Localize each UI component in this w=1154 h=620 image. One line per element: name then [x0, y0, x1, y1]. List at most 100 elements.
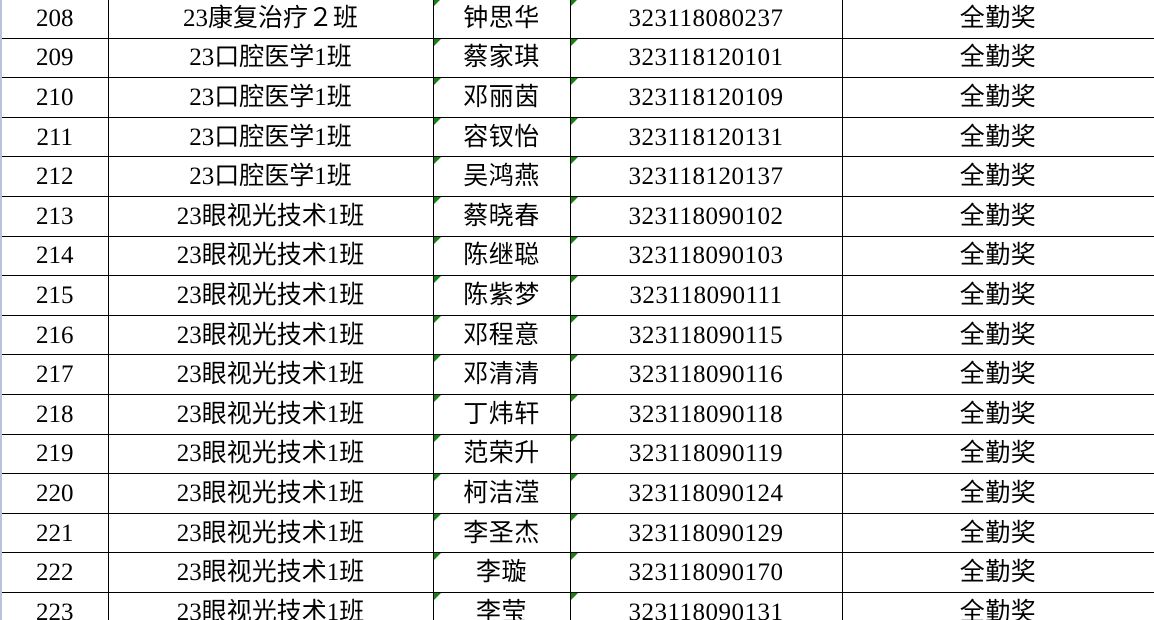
cell-award[interactable]: 全勤奖: [842, 195, 1154, 237]
table-row[interactable]: 222 23眼视光技术1班 李璇 323118090170 全勤奖: [2, 552, 1154, 593]
cell-id[interactable]: 323118090111: [570, 275, 843, 316]
cell-award[interactable]: 全勤奖: [842, 37, 1154, 79]
cell-id[interactable]: 323118080237: [570, 0, 843, 39]
cell-seq[interactable]: 221: [2, 512, 109, 554]
cell-name[interactable]: 吴鸿燕: [433, 156, 571, 197]
cell-award[interactable]: 全勤奖: [842, 354, 1154, 395]
cell-seq[interactable]: 222: [2, 552, 109, 593]
cell-award[interactable]: 全勤奖: [842, 275, 1154, 316]
cell-award[interactable]: 全勤奖: [842, 314, 1154, 356]
cell-class[interactable]: 23眼视光技术1班: [108, 393, 434, 435]
cell-seq[interactable]: 210: [2, 77, 109, 118]
table-row[interactable]: 217 23眼视光技术1班 邓清清 323118090116 全勤奖: [2, 354, 1154, 395]
cell-id[interactable]: 323118090129: [570, 512, 843, 554]
cell-award[interactable]: 全勤奖: [842, 156, 1154, 197]
cell-id[interactable]: 323118090116: [570, 354, 843, 395]
cell-class[interactable]: 23口腔医学1班: [108, 77, 434, 118]
cell-class[interactable]: 23眼视光技术1班: [108, 512, 434, 554]
cell-id[interactable]: 323118090118: [570, 393, 843, 435]
cell-name[interactable]: 范荣升: [433, 433, 571, 475]
cell-seq[interactable]: 211: [2, 116, 109, 158]
cell-seq[interactable]: 215: [2, 275, 109, 316]
cell-seq[interactable]: 213: [2, 195, 109, 237]
cell-seq[interactable]: 216: [2, 314, 109, 356]
cell-award[interactable]: 全勤奖: [842, 0, 1154, 39]
cell-seq[interactable]: 214: [2, 235, 109, 277]
table-row[interactable]: 221 23眼视光技术1班 李圣杰 323118090129 全勤奖: [2, 512, 1154, 554]
cell-class[interactable]: 23眼视光技术1班: [108, 275, 434, 316]
cell-text: 210: [36, 83, 74, 111]
cell-seq[interactable]: 208: [2, 0, 109, 39]
cell-award[interactable]: 全勤奖: [842, 433, 1154, 475]
cell-seq[interactable]: 217: [2, 354, 109, 395]
cell-id[interactable]: 323118090102: [570, 195, 843, 237]
table-row[interactable]: 208 23康复治疗２班 钟思华 323118080237 全勤奖: [2, 0, 1154, 39]
cell-id[interactable]: 323118090119: [570, 433, 843, 475]
cell-award[interactable]: 全勤奖: [842, 235, 1154, 277]
cell-id[interactable]: 323118120101: [570, 37, 843, 79]
cell-seq[interactable]: 223: [2, 591, 109, 620]
cell-name[interactable]: 李圣杰: [433, 512, 571, 554]
cell-name[interactable]: 蔡家琪: [433, 37, 571, 79]
cell-award[interactable]: 全勤奖: [842, 473, 1154, 514]
cell-seq[interactable]: 220: [2, 473, 109, 514]
cell-class[interactable]: 23口腔医学1班: [108, 37, 434, 79]
cell-name[interactable]: 李璇: [433, 552, 571, 593]
cell-name[interactable]: 容钗怡: [433, 116, 571, 158]
cell-name[interactable]: 陈继聪: [433, 235, 571, 277]
table-row[interactable]: 211 23口腔医学1班 容钗怡 323118120131 全勤奖: [2, 116, 1154, 158]
cell-class[interactable]: 23眼视光技术1班: [108, 195, 434, 237]
cell-id[interactable]: 323118120137: [570, 156, 843, 197]
cell-award[interactable]: 全勤奖: [842, 393, 1154, 435]
cell-class[interactable]: 23眼视光技术1班: [108, 235, 434, 277]
cell-id[interactable]: 323118120131: [570, 116, 843, 158]
cell-id[interactable]: 323118090131: [570, 591, 843, 620]
cell-text: 23眼视光技术1班: [176, 242, 365, 270]
cell-class[interactable]: 23眼视光技术1班: [108, 314, 434, 356]
cell-class[interactable]: 23口腔医学1班: [108, 116, 434, 158]
table-row[interactable]: 209 23口腔医学1班 蔡家琪 323118120101 全勤奖: [2, 37, 1154, 79]
cell-id[interactable]: 323118090124: [570, 473, 843, 514]
cell-award[interactable]: 全勤奖: [842, 591, 1154, 620]
cell-id[interactable]: 323118090115: [570, 314, 843, 356]
table-row[interactable]: 223 23眼视光技术1班 李莹 323118090131 全勤奖: [2, 591, 1154, 620]
cell-seq[interactable]: 212: [2, 156, 109, 197]
cell-class[interactable]: 23口腔医学1班: [108, 156, 434, 197]
cell-name[interactable]: 陈紫梦: [433, 275, 571, 316]
cell-seq[interactable]: 209: [2, 37, 109, 79]
cell-id[interactable]: 323118090103: [570, 235, 843, 277]
cell-name[interactable]: 邓丽茵: [433, 77, 571, 118]
cell-name[interactable]: 丁炜轩: [433, 393, 571, 435]
cell-award[interactable]: 全勤奖: [842, 512, 1154, 554]
cell-id[interactable]: 323118120109: [570, 77, 843, 118]
cell-id[interactable]: 323118090170: [570, 552, 843, 593]
cell-name[interactable]: 邓程意: [433, 314, 571, 356]
table-row[interactable]: 215 23眼视光技术1班 陈紫梦 323118090111 全勤奖: [2, 275, 1154, 316]
table-row[interactable]: 216 23眼视光技术1班 邓程意 323118090115 全勤奖: [2, 314, 1154, 356]
cell-award[interactable]: 全勤奖: [842, 77, 1154, 118]
table-row[interactable]: 210 23口腔医学1班 邓丽茵 323118120109 全勤奖: [2, 77, 1154, 118]
cell-award[interactable]: 全勤奖: [842, 116, 1154, 158]
table-row[interactable]: 214 23眼视光技术1班 陈继聪 323118090103 全勤奖: [2, 235, 1154, 277]
cell-seq[interactable]: 219: [2, 433, 109, 475]
cell-class[interactable]: 23康复治疗２班: [108, 0, 434, 39]
table-row[interactable]: 213 23眼视光技术1班 蔡晓春 323118090102 全勤奖: [2, 195, 1154, 237]
cell-name[interactable]: 柯洁滢: [433, 473, 571, 514]
cell-class[interactable]: 23眼视光技术1班: [108, 591, 434, 620]
cell-name[interactable]: 钟思华: [433, 0, 571, 39]
cell-name[interactable]: 邓清清: [433, 354, 571, 395]
table-row[interactable]: 220 23眼视光技术1班 柯洁滢 323118090124 全勤奖: [2, 473, 1154, 514]
table-row[interactable]: 218 23眼视光技术1班 丁炜轩 323118090118 全勤奖: [2, 393, 1154, 435]
table-row[interactable]: 219 23眼视光技术1班 范荣升 323118090119 全勤奖: [2, 433, 1154, 475]
cell-class[interactable]: 23眼视光技术1班: [108, 433, 434, 475]
cell-name[interactable]: 李莹: [433, 591, 571, 620]
cell-seq[interactable]: 218: [2, 393, 109, 435]
cell-class[interactable]: 23眼视光技术1班: [108, 473, 434, 514]
cell-name[interactable]: 蔡晓春: [433, 195, 571, 237]
cell-class[interactable]: 23眼视光技术1班: [108, 354, 434, 395]
table-row[interactable]: 212 23口腔医学1班 吴鸿燕 323118120137 全勤奖: [2, 156, 1154, 197]
cell-class[interactable]: 23眼视光技术1班: [108, 552, 434, 593]
cell-award[interactable]: 全勤奖: [842, 552, 1154, 593]
